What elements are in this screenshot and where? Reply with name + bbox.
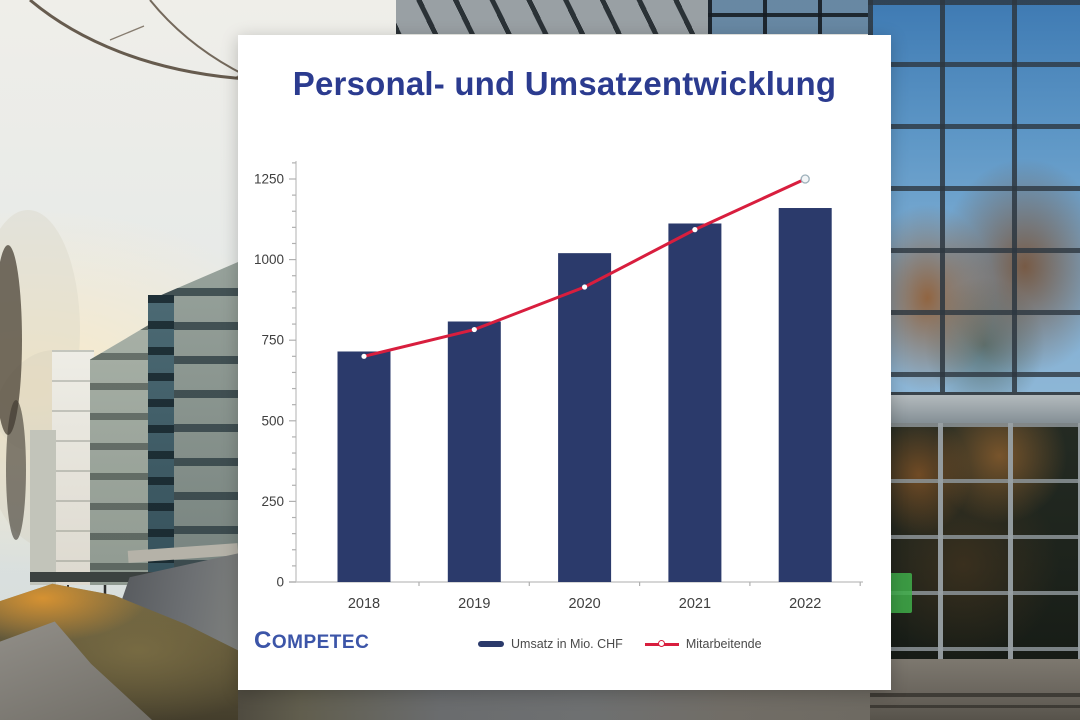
x-tick-label: 2020 [568,596,600,612]
tree-trunk [6,400,26,540]
office-building-white [52,350,94,585]
chart-svg: 0 250 500 750 1000 1250 2018 2019 2020 2021 2022 [254,161,863,612]
y-tick-label: 0 [276,575,284,590]
legend-bar-swatch [478,641,504,647]
glass-panels-ground-floor [868,423,1080,659]
y-tick-label: 1000 [254,252,284,267]
y-tick-label: 500 [261,413,284,428]
line-marker-2018 [361,353,367,359]
logo-text-first: C [254,627,272,654]
competec-logo: COMPETEC [254,627,369,655]
office-building-far [30,430,56,585]
glass-facade-top [708,0,872,34]
striped-facade-top [396,0,708,34]
chart-title: Personal- und Umsatzentwicklung [292,65,837,102]
legend-line-marker [657,639,665,647]
legend-label: Umsatz in Mio. CHF [511,637,623,651]
axes-group: 0 250 500 750 1000 1250 2018 2019 2020 2021 2022 [254,161,863,612]
street-bottom-strip [238,690,870,720]
glass-panels-sky-reflection [868,0,1080,392]
y-tick-label: 1250 [254,172,284,187]
legend-label: Mitarbeitende [685,637,762,651]
chart-legend: Umsatz in Mio. CHF Mitarbeitende [478,637,776,651]
office-building-mid [90,323,152,585]
office-building-glass-column [148,295,174,585]
x-tick-label: 2022 [789,596,821,612]
bar-2020 [558,253,612,582]
bar-2019 [447,321,501,582]
bar-2022 [778,208,832,582]
green-container [888,573,912,613]
tree-trunk [0,245,22,435]
logo-text-rest: OMPETEC [271,632,370,653]
x-tick-label: 2018 [348,596,380,612]
glass-curtain-wall [868,0,1080,720]
pavement-steps [868,659,1080,720]
line-marker-2022 [800,174,810,184]
facade-horizontal-band [868,392,1080,425]
line-marker-2020 [582,284,588,290]
line-marker-2021 [692,227,698,233]
y-tick-label: 250 [261,494,284,509]
chart-card: Personal- und Umsatzentwicklung 0 250 500 7… [238,35,891,690]
legend-line-swatch [644,639,679,647]
bar-2018 [337,351,391,582]
bar-2021 [668,223,722,582]
y-tick-label: 750 [261,333,284,348]
x-tick-label: 2021 [679,596,711,612]
legend-item-umsatz: Umsatz in Mio. CHF [478,637,623,651]
bars-group [337,208,832,582]
line-group [361,174,810,359]
line-marker-2019 [471,326,477,333]
x-tick-label: 2019 [458,596,490,612]
legend-item-mitarbeitende: Mitarbeitende [644,637,762,651]
